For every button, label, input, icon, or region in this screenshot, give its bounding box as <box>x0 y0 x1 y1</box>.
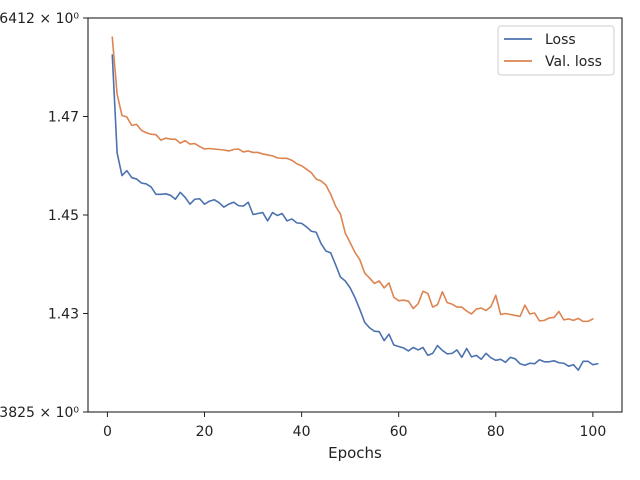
legend-label: Loss <box>545 32 576 48</box>
plot-frame <box>87 17 623 413</box>
series-line-val-loss <box>111 36 594 323</box>
plot-area <box>111 36 599 371</box>
y-tick-label: 1.47 <box>48 110 79 126</box>
x-axis-label: Epochs <box>328 444 382 462</box>
y-axis: 1.3825 × 10⁰ 1.43 1.45 1.47 1.6412 × 10⁰ <box>0 11 88 421</box>
x-axis: 0 20 40 60 80 100 <box>103 412 606 440</box>
y-tick-label: 1.3825 × 10⁰ <box>0 405 79 421</box>
series-line-loss <box>111 54 599 371</box>
y-tick-label: 1.6412 × 10⁰ <box>0 11 79 27</box>
legend-label: Val. loss <box>545 54 602 70</box>
x-tick-label: 100 <box>580 424 607 440</box>
x-tick-label: 60 <box>390 424 408 440</box>
legend: Loss Val. loss <box>497 25 615 76</box>
x-tick-label: 80 <box>487 424 505 440</box>
x-tick-label: 40 <box>293 424 311 440</box>
y-tick-label: 1.43 <box>48 307 79 323</box>
series-layer <box>111 36 599 371</box>
x-tick-label: 20 <box>196 424 214 440</box>
x-tick-label: 0 <box>103 424 112 440</box>
y-tick-label: 1.45 <box>48 208 79 224</box>
